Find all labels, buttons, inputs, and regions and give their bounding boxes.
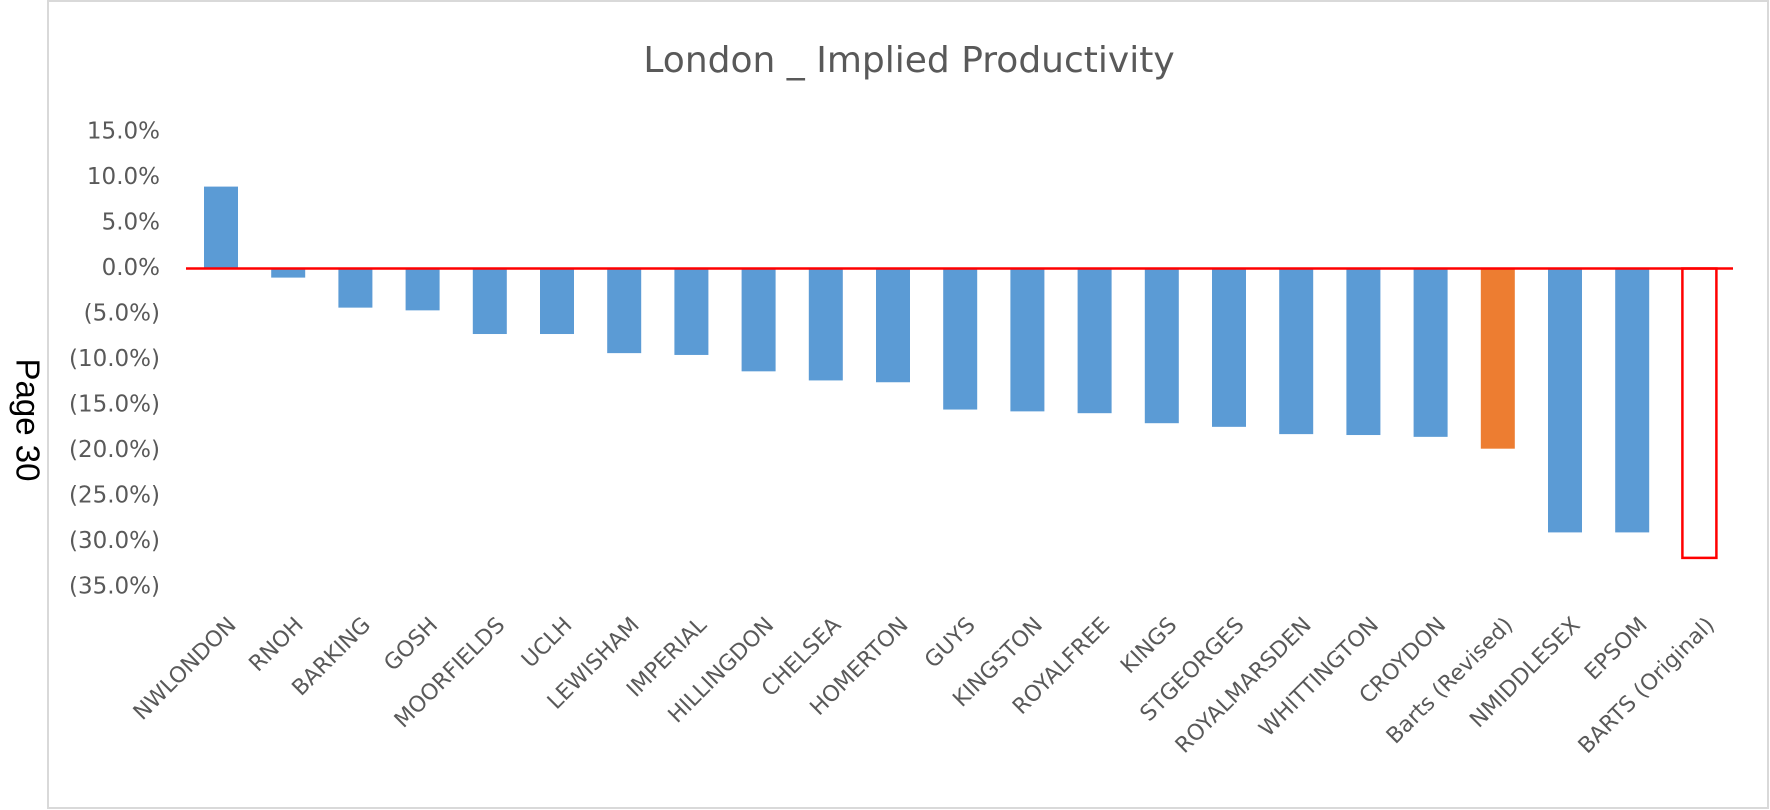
bar xyxy=(472,268,507,335)
y-tick-label: (20.0%) xyxy=(69,437,160,463)
y-tick-label: (10.0%) xyxy=(69,346,160,372)
bar xyxy=(1279,268,1314,435)
bar xyxy=(1010,268,1045,412)
bar xyxy=(405,268,440,311)
y-tick-label: (5.0%) xyxy=(84,301,160,327)
bar xyxy=(1212,268,1246,427)
page-label: Page 30 xyxy=(9,359,46,482)
y-tick-label: 0.0% xyxy=(102,255,160,281)
bar xyxy=(674,268,709,355)
bar xyxy=(1413,268,1448,437)
bar xyxy=(204,186,238,269)
bar xyxy=(607,268,642,354)
bar xyxy=(338,268,373,308)
bar xyxy=(271,268,306,278)
y-tick-label: (15.0%) xyxy=(69,392,160,418)
chart-title: London _ Implied Productivity xyxy=(643,40,1174,81)
bar xyxy=(876,268,910,383)
bar xyxy=(1077,268,1112,414)
y-tick-label: 15.0% xyxy=(87,119,160,145)
bar xyxy=(1548,268,1582,533)
bar xyxy=(808,268,843,381)
bar xyxy=(1615,268,1650,533)
bar xyxy=(540,268,574,335)
bar xyxy=(943,268,978,410)
bar xyxy=(1144,268,1179,424)
y-tick-label: (35.0%) xyxy=(69,574,160,600)
bar xyxy=(1346,268,1381,436)
y-tick-label: (30.0%) xyxy=(69,528,160,554)
bar xyxy=(1480,268,1515,449)
y-tick-label: (25.0%) xyxy=(69,483,160,509)
bar xyxy=(741,268,776,372)
y-tick-label: 10.0% xyxy=(87,164,160,190)
y-tick-label: 5.0% xyxy=(102,210,160,236)
